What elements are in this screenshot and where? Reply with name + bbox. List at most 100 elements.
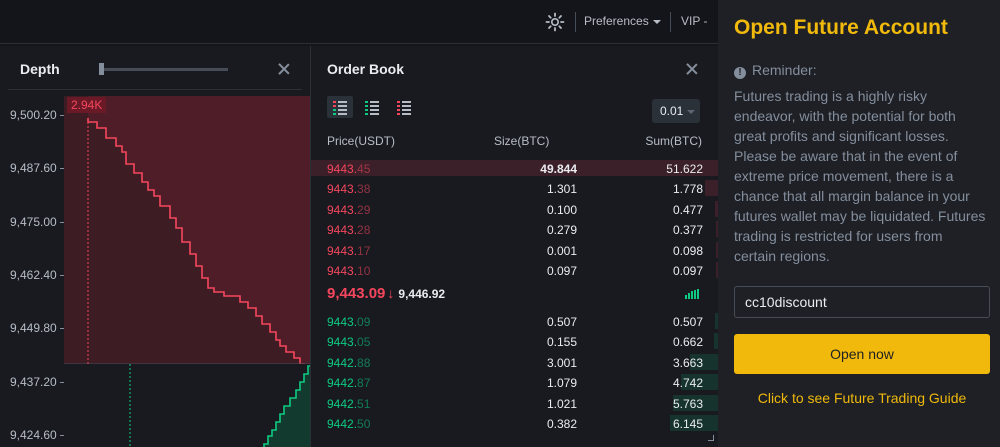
price-integer: 9443.	[327, 182, 358, 197]
info-icon: !	[734, 67, 746, 79]
y-tick-label: 9,475.00	[10, 214, 57, 229]
bid-sum: 5.763	[672, 396, 703, 411]
price-integer: 9443.	[327, 264, 358, 278]
price-decimal: 88	[357, 355, 371, 370]
ask-price: 9443.29	[327, 203, 370, 217]
future-trading-guide-link[interactable]: Click to see Future Trading Guide	[757, 390, 967, 406]
price-integer: 9442.	[327, 355, 358, 370]
ask-size: 1.301	[546, 182, 577, 197]
order-book-panel: Order Book 0.01 Price(USDT) Size(BTC) Su…	[310, 46, 719, 447]
price-decimal: 17	[357, 243, 371, 258]
depth-chart	[64, 96, 310, 447]
reminder-heading: ! Reminder:	[734, 62, 817, 79]
bid-price: 9443.05	[327, 335, 370, 349]
resize-handle[interactable]	[708, 435, 714, 441]
ask-depth-bar	[705, 180, 719, 197]
bid-depth-line	[263, 365, 310, 447]
preferences-menu[interactable]: Preferences	[584, 14, 661, 28]
bid-sum: 4.742	[672, 376, 703, 391]
bid-row[interactable]: 9442.88 3.001 3.663	[311, 352, 719, 372]
caret-down-icon	[687, 109, 696, 114]
bid-depth-bar	[681, 374, 719, 391]
ask-sum: 51.622	[666, 162, 703, 176]
bid-price: 9442.50	[327, 417, 370, 431]
precision-value: 0.01	[660, 104, 684, 118]
ask-sum: 0.477	[672, 202, 703, 217]
caret-down-icon	[652, 19, 661, 24]
settings-icon[interactable]	[545, 12, 565, 32]
price-integer: 9443.	[327, 335, 358, 350]
bid-size: 1.021	[546, 396, 577, 411]
depth-zoom-slider[interactable]	[102, 68, 228, 71]
ask-row[interactable]: 9443.28 0.279 0.377	[311, 219, 719, 239]
y-tick-label: 9,500.20	[10, 108, 57, 122]
bids-only-view-icon[interactable]	[359, 96, 385, 118]
price-decimal: 50	[357, 417, 371, 431]
ask-sum: 0.097	[672, 264, 703, 278]
both-sides-view-icon[interactable]	[327, 96, 353, 118]
ask-price: 9443.28	[327, 223, 370, 237]
ask-row[interactable]: 9443.45 49.844 51.622	[311, 158, 719, 178]
price-integer: 9443.	[327, 243, 358, 258]
price-decimal: 51	[357, 396, 371, 411]
ask-row[interactable]: 9443.10 0.097 0.097	[311, 260, 719, 280]
column-header-sum: Sum(BTC)	[645, 134, 702, 148]
bid-size: 1.079	[546, 376, 577, 391]
risk-description: Futures trading is a highly risky endeav…	[734, 88, 986, 264]
price-decimal: 10	[357, 264, 371, 278]
ask-price: 9443.17	[327, 244, 370, 258]
ask-price: 9443.10	[327, 264, 370, 278]
price-decimal: 09	[357, 315, 371, 329]
ask-sum: 0.377	[672, 223, 703, 238]
bid-row[interactable]: 9443.09 0.507 0.507	[311, 311, 719, 331]
arrow-down-icon: ↓	[387, 285, 395, 301]
precision-select[interactable]: 0.01	[652, 99, 700, 123]
ask-row[interactable]: 9443.29 0.100 0.477	[311, 199, 719, 219]
close-icon[interactable]	[686, 63, 698, 75]
bid-row[interactable]: 9442.51 1.021 5.763	[311, 393, 719, 413]
price-decimal: 05	[357, 335, 371, 350]
y-tick-mark	[60, 274, 64, 276]
ask-row[interactable]: 9443.17 0.001 0.098	[311, 240, 719, 260]
y-tick-label: 9,424.60	[10, 427, 57, 442]
bid-price: 9442.87	[327, 376, 370, 390]
close-icon[interactable]	[278, 63, 290, 75]
referral-code-input[interactable]	[734, 286, 990, 318]
price-integer: 9442.	[327, 376, 358, 391]
y-tick-mark	[60, 328, 64, 330]
ask-size: 0.100	[546, 202, 577, 217]
y-tick-mark	[60, 115, 64, 116]
bid-row[interactable]: 9442.87 1.079 4.742	[311, 372, 719, 392]
price-decimal: 38	[357, 182, 371, 197]
ask-row[interactable]: 9443.38 1.301 1.778	[311, 178, 719, 198]
bid-row[interactable]: 9443.05 0.155 0.662	[311, 331, 719, 351]
last-price: 9,443.09	[327, 285, 386, 302]
depth-zoom-handle[interactable]	[99, 63, 104, 75]
ask-depth-bar	[311, 160, 719, 176]
bid-depth-bar	[690, 353, 719, 370]
ask-price: 9443.45	[327, 162, 370, 176]
signal-bars-icon[interactable]	[685, 289, 701, 299]
bid-depth-bar	[713, 333, 719, 350]
bid-depth-bar	[714, 313, 719, 329]
ask-size: 0.001	[546, 243, 577, 258]
top-bar: Preferences VIP -	[0, 0, 718, 44]
mark-price[interactable]: 9,446.92	[398, 287, 446, 301]
bid-size: 0.155	[546, 335, 577, 350]
price-decimal: 87	[357, 376, 371, 391]
bid-depth-bar	[673, 394, 719, 411]
asks-only-view-icon[interactable]	[391, 96, 417, 118]
preferences-label: Preferences	[584, 14, 649, 28]
bid-size: 3.001	[546, 355, 577, 370]
price-integer: 9443.	[327, 202, 358, 217]
bid-area-bg	[64, 364, 310, 447]
vip-menu[interactable]: VIP -	[681, 14, 708, 28]
bid-size: 0.382	[546, 417, 577, 431]
divider	[670, 12, 671, 32]
bid-row[interactable]: 9442.50 0.382 6.145	[311, 413, 719, 433]
bid-sum: 6.145	[672, 417, 703, 431]
order-book-title: Order Book	[327, 61, 405, 77]
open-now-button[interactable]: Open now	[734, 334, 990, 374]
depth-hover-value: 2.94K	[67, 97, 107, 113]
price-integer: 9442.	[327, 396, 358, 411]
